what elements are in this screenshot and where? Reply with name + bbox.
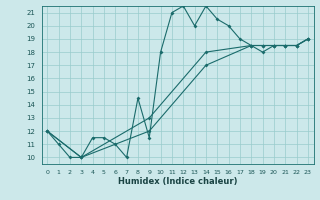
X-axis label: Humidex (Indice chaleur): Humidex (Indice chaleur) [118,177,237,186]
